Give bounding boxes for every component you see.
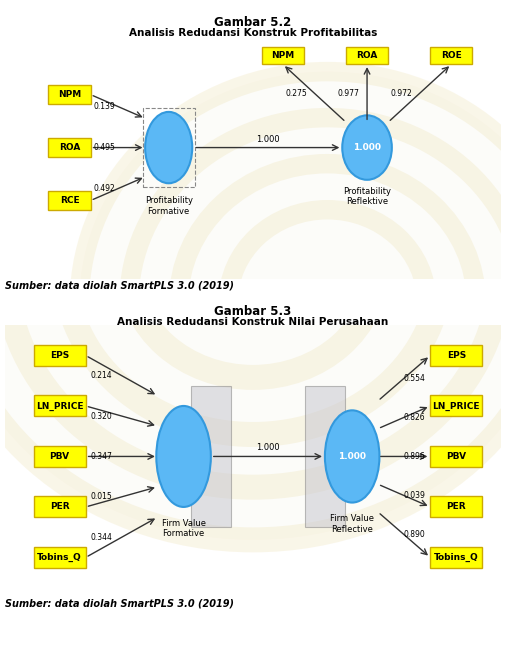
Bar [261,47,303,64]
Text: 0.495: 0.495 [93,143,115,152]
Bar [142,108,194,187]
Text: EPS: EPS [446,351,465,360]
Text: Tobins_Q: Tobins_Q [37,553,82,562]
Text: 0.977: 0.977 [337,89,359,98]
Bar [429,396,481,417]
Text: ROE: ROE [440,51,461,60]
Text: 1.000: 1.000 [256,443,279,452]
Text: ROA: ROA [356,51,377,60]
Text: Reflektive: Reflektive [345,197,387,206]
Bar [48,191,90,210]
Text: NPM: NPM [58,90,81,99]
Text: Firm Value: Firm Value [161,519,205,528]
Text: Formative: Formative [147,207,189,216]
Text: Tobins_Q: Tobins_Q [433,553,478,562]
Text: Profitability: Profitability [144,196,192,205]
Bar [305,386,344,527]
Bar [33,446,85,467]
Text: 0.039: 0.039 [402,491,425,500]
Text: PER: PER [49,502,69,512]
Text: LN_PRICE: LN_PRICE [36,401,83,411]
Text: Profitability: Profitability [342,187,390,195]
Text: 0.890: 0.890 [403,530,425,539]
Bar [429,446,481,467]
Circle shape [0,0,505,540]
Text: 1.000: 1.000 [256,135,279,144]
Text: 0.320: 0.320 [90,411,112,420]
Text: NPM: NPM [271,51,294,60]
Text: 0.015: 0.015 [90,493,112,501]
Text: Gambar 5.2: Gambar 5.2 [214,16,291,30]
Bar [429,497,481,518]
Ellipse shape [341,115,391,180]
Bar [429,345,481,366]
Text: 1.000: 1.000 [352,143,380,152]
Bar [33,396,85,417]
Bar [429,547,481,568]
Bar [33,345,85,366]
Bar [48,138,90,157]
Text: Analisis Redudansi Konstruk Nilai Perusahaan: Analisis Redudansi Konstruk Nilai Perusa… [117,317,388,327]
Bar [33,497,85,518]
Text: LN_PRICE: LN_PRICE [432,401,479,411]
Text: Gambar 5.3: Gambar 5.3 [214,305,291,318]
Text: 1.000: 1.000 [337,452,366,461]
Text: 0.492: 0.492 [93,184,115,193]
Text: 0.344: 0.344 [90,533,112,542]
Text: 0.347: 0.347 [90,452,112,461]
Text: Sumber: data diolah SmartPLS 3.0 (2019): Sumber: data diolah SmartPLS 3.0 (2019) [5,281,234,291]
Ellipse shape [156,406,211,507]
Text: 0.214: 0.214 [90,371,112,380]
Text: 0.275: 0.275 [285,89,307,98]
Text: 0.139: 0.139 [93,102,115,111]
Bar [33,547,85,568]
Text: PBV: PBV [445,452,466,461]
Text: 0.972: 0.972 [390,89,412,98]
Bar [429,47,472,64]
Circle shape [79,72,505,532]
Text: Sumber: data diolah SmartPLS 3.0 (2019): Sumber: data diolah SmartPLS 3.0 (2019) [5,598,234,608]
Text: EPS: EPS [50,351,69,360]
Text: PER: PER [445,502,465,512]
Text: Formative: Formative [162,529,205,538]
Bar [191,386,230,527]
Bar [345,47,387,64]
Text: 0.826: 0.826 [403,413,425,422]
Ellipse shape [324,411,379,502]
Text: PBV: PBV [49,452,70,461]
Text: Analisis Redudansi Konstruk Profitabilitas: Analisis Redudansi Konstruk Profitabilit… [129,28,376,38]
Text: Reflective: Reflective [331,525,372,533]
Ellipse shape [145,112,192,183]
Text: RCE: RCE [60,196,79,205]
Text: 0.896: 0.896 [403,452,425,461]
Bar [48,85,90,104]
Text: ROA: ROA [59,143,80,152]
Text: 0.554: 0.554 [402,374,425,382]
Text: Firm Value: Firm Value [330,514,373,523]
